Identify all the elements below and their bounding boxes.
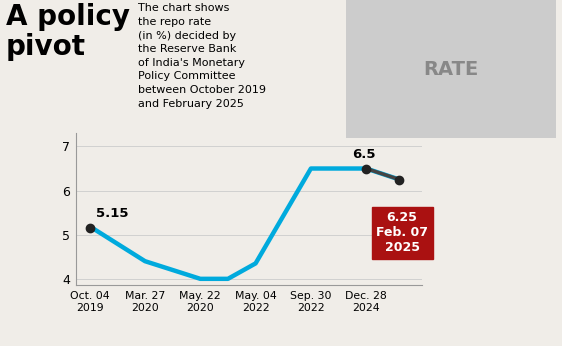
Text: 5.15: 5.15 [96, 207, 129, 220]
Text: 6.25
Feb. 07
2025: 6.25 Feb. 07 2025 [376, 211, 428, 254]
Text: The chart shows
the repo rate
(in %) decided by
the Reserve Bank
of India's Mone: The chart shows the repo rate (in %) dec… [138, 3, 266, 109]
Text: A policy
pivot: A policy pivot [6, 3, 130, 61]
Text: RATE: RATE [423, 60, 479, 79]
Text: 6.5: 6.5 [352, 148, 375, 161]
